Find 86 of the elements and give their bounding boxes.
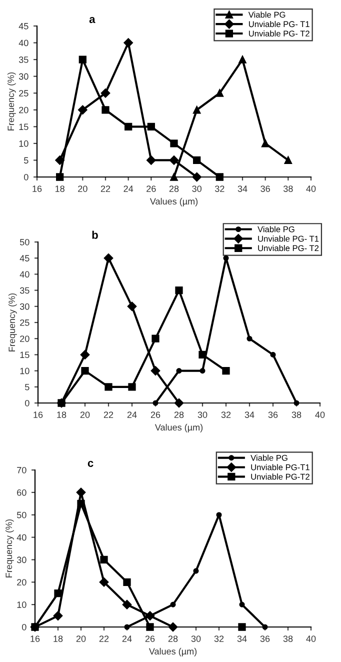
y-axis-title: Frequency (%)	[8, 293, 17, 352]
y-tick-label: 45	[20, 255, 30, 262]
chart-title: b	[92, 230, 98, 239]
y-tick-label: 15	[19, 124, 28, 130]
y-tick-label: 45	[18, 23, 28, 30]
y-tick-label: 50	[16, 512, 26, 518]
x-tick-label: 34	[237, 636, 247, 642]
y-tick-label: 5	[24, 157, 28, 164]
x-tick-label: 18	[54, 636, 63, 642]
y-tick-label: 10	[17, 602, 26, 608]
legend-label: Viable PG	[258, 226, 294, 232]
x-tick-label: 24	[122, 636, 132, 642]
y-tick-label: 15	[20, 352, 30, 358]
x-tick-label: 22	[100, 186, 110, 192]
x-tick-label: 36	[260, 636, 270, 642]
y-tick-label: 30	[16, 556, 26, 564]
x-tick-label: 20	[76, 636, 86, 642]
x-tick-label: 18	[56, 186, 64, 192]
y-tick-label: 20	[19, 106, 28, 114]
x-tick-label: 22	[104, 412, 114, 418]
y-tick-label: 30	[18, 73, 28, 80]
y-tick-label: 35	[20, 287, 30, 294]
legend-label: Unviable PG- T1	[249, 20, 310, 28]
x-tick-label: 40	[306, 186, 316, 192]
x-tick-label: 18	[57, 412, 66, 418]
x-axis-title: Values (µm)	[148, 648, 197, 656]
x-tick-label: 38	[283, 636, 293, 642]
y-tick-label: 0	[25, 400, 30, 406]
x-tick-label: 36	[260, 186, 270, 192]
x-tick-label: 20	[78, 186, 88, 192]
x-tick-label: 26	[146, 186, 156, 192]
x-tick-label: 32	[214, 186, 224, 192]
legend-label: Unviable PG- T2	[249, 30, 310, 37]
x-tick-label: 30	[198, 412, 208, 418]
y-tick-label: 0	[24, 174, 28, 180]
legend-label: Viable PG	[250, 454, 288, 461]
x-tick-label: 40	[306, 636, 316, 642]
y-axis-title: Frequency (%)	[7, 72, 16, 130]
x-tick-label: 16	[34, 412, 43, 418]
y-tick-label: 40	[18, 40, 28, 46]
y-tick-label: 10	[20, 368, 30, 374]
y-tick-label: 50	[20, 238, 30, 246]
x-tick-label: 32	[214, 636, 224, 642]
chart-title: c	[88, 460, 94, 467]
x-tick-label: 16	[30, 636, 40, 642]
chart-title: a	[89, 17, 96, 24]
x-tick-label: 26	[150, 412, 160, 418]
x-tick-label: 28	[168, 636, 178, 642]
x-tick-label: 32	[221, 412, 231, 418]
legend-label: Unviable PG- T2	[258, 244, 319, 252]
x-tick-label: 16	[32, 186, 42, 192]
x-tick-label: 28	[169, 186, 179, 192]
y-tick-label: 10	[19, 140, 28, 147]
y-tick-label: 40	[20, 271, 30, 278]
x-tick-label: 38	[292, 412, 302, 418]
x-tick-label: 38	[283, 186, 293, 192]
x-tick-label: 24	[124, 186, 134, 192]
x-tick-label: 40	[315, 412, 325, 418]
x-tick-label: 30	[191, 636, 201, 642]
x-axis-title: Values (µm)	[150, 198, 198, 206]
y-tick-label: 60	[17, 489, 26, 496]
y-tick-label: 20	[17, 579, 26, 586]
x-tick-label: 34	[244, 412, 254, 418]
x-tick-label: 20	[80, 412, 90, 418]
legend-label: Unviable PG- T1	[258, 236, 319, 242]
x-tick-label: 34	[238, 186, 248, 192]
y-tick-label: 25	[20, 319, 30, 326]
x-tick-label: 22	[99, 636, 109, 642]
x-axis-title: Values (µm)	[154, 424, 203, 432]
x-tick-label: 24	[127, 412, 137, 418]
x-tick-label: 26	[145, 636, 155, 642]
legend-label: Unviable PG-T2	[251, 474, 310, 480]
legend-label: Viable PG	[248, 12, 286, 18]
y-tick-label: 20	[20, 336, 30, 342]
y-tick-label: 35	[18, 56, 28, 63]
y-tick-label: 5	[25, 384, 30, 390]
legend-label: Unviable PG-T1	[251, 464, 310, 470]
y-tick-label: 70	[17, 466, 26, 474]
y-tick-label: 40	[16, 534, 26, 541]
y-tick-label: 30	[20, 303, 30, 310]
y-tick-label: 0	[22, 624, 26, 630]
y-axis-title: Frequency (%)	[5, 519, 14, 578]
y-tick-label: 25	[19, 90, 28, 96]
x-tick-label: 28	[174, 412, 184, 418]
x-tick-label: 36	[268, 412, 278, 418]
x-tick-label: 30	[192, 186, 202, 192]
